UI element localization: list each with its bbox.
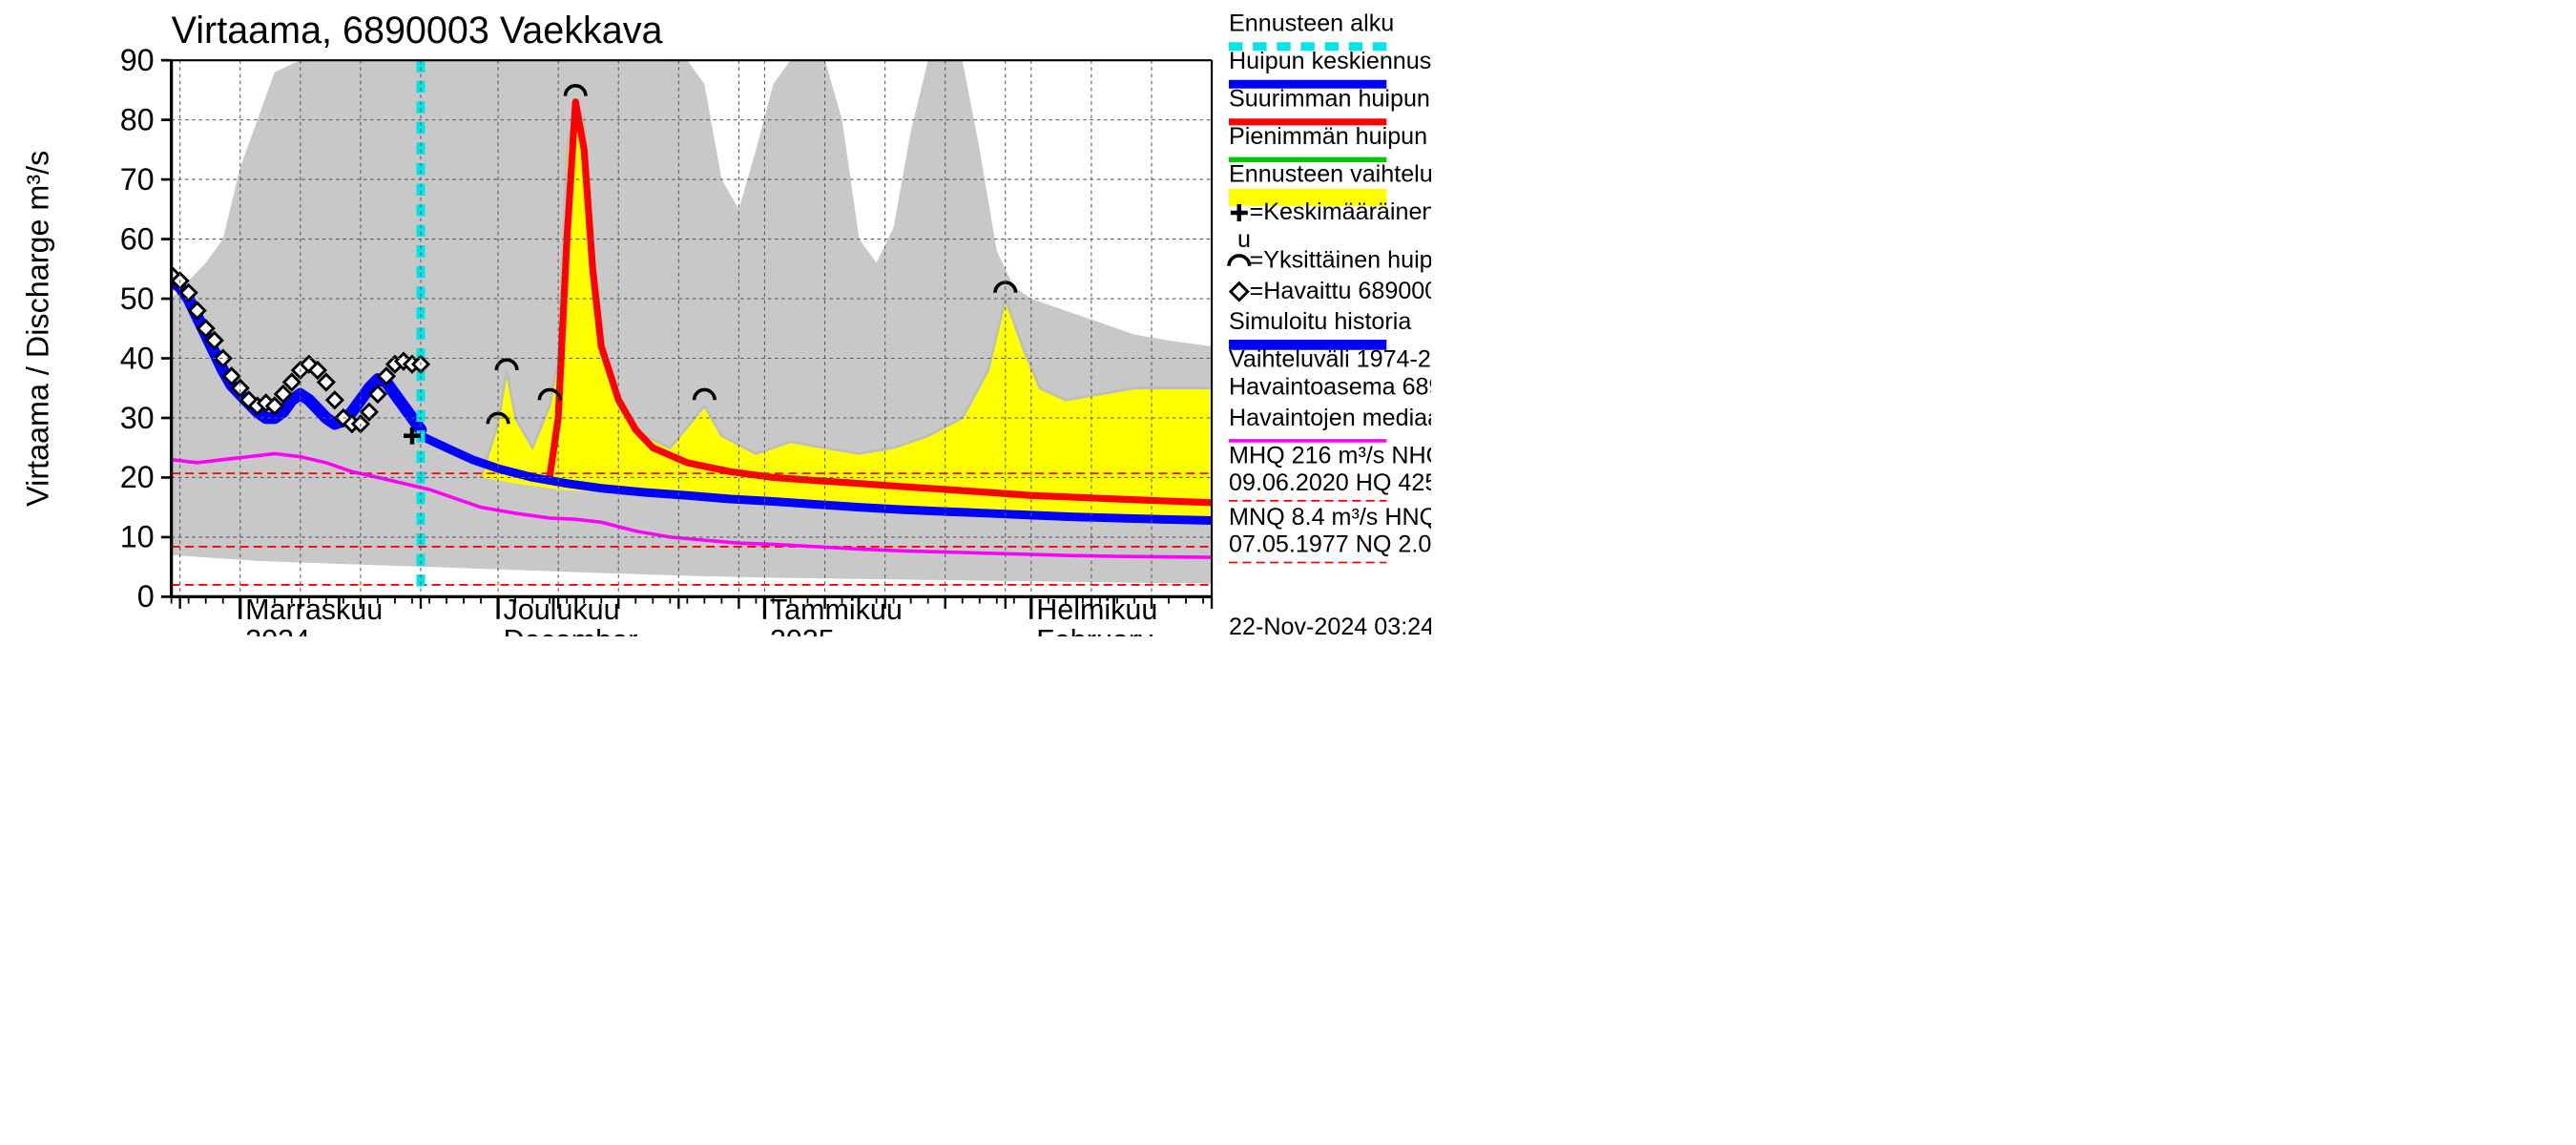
y-tick-label: 60: [120, 221, 155, 256]
chart-title: Virtaama, 6890003 Vaekkava: [172, 10, 663, 52]
svg-text:09.06.2020 HQ 425: 09.06.2020 HQ 425: [1229, 469, 1431, 496]
x-tick-label-bottom: February: [1036, 624, 1153, 636]
y-tick-label: 80: [120, 102, 155, 136]
y-axis-label: Virtaama / Discharge m³/s: [20, 151, 54, 507]
y-tick-label: 20: [120, 460, 155, 494]
y-tick-label: 10: [120, 520, 155, 554]
legend-label: Simuloitu historia: [1229, 308, 1411, 335]
x-tick-label-top: Marraskuu: [245, 593, 383, 626]
y-tick-label: 0: [137, 579, 155, 614]
legend-label: Ennusteen vaihteluväli: [1229, 161, 1431, 188]
legend: Ennusteen alku Huipun keskiennuste Suurimm…: [1229, 10, 1431, 563]
legend-label: Havaintojen mediaani: [1229, 405, 1431, 431]
y-tick-label: 90: [120, 43, 155, 77]
x-tick-label-top: Tammikuu: [770, 593, 903, 626]
x-tick-label-bottom: 2025: [770, 624, 835, 636]
x-tick-label-bottom: 2024: [245, 624, 310, 636]
legend-label: MHQ 216 m³/s NHQ 100: [1229, 442, 1431, 468]
legend-label: Vaihteluväli 1974-2023: [1229, 346, 1431, 373]
x-tick-label-top: Joulukuu: [503, 593, 619, 626]
legend-label: =Havaittu 6890003: [1250, 278, 1431, 304]
y-tick-label: 40: [120, 341, 155, 375]
timestamp-label: 22-Nov-2024 03:24 WSFS-O: [1229, 614, 1431, 636]
legend-label: MNQ 8.4 m³/s HNQ 20.7: [1229, 504, 1431, 531]
svg-text:07.05.1977 NQ 2.0: 07.05.1977 NQ 2.0: [1229, 531, 1431, 558]
legend-label: Pienimmän huipun ennuste: [1229, 123, 1431, 150]
discharge-forecast-chart: 0 10 20 30 40 50 60 70 80 90 Marraskuu2024 Joulukuu…: [0, 0, 1431, 636]
legend-label: =Keskimääräinen huippu: [1250, 198, 1431, 225]
y-tick-label: 50: [120, 281, 155, 316]
y-tick-label: 70: [120, 162, 155, 197]
legend-label: =Yksittäinen huippu: [1250, 247, 1431, 274]
legend-label: Huipun keskiennuste: [1229, 48, 1431, 74]
legend-label: Suurimman huipun ennuste: [1229, 86, 1431, 113]
y-tick-label: 30: [120, 401, 155, 435]
legend-label: Ennusteen alku: [1229, 10, 1394, 37]
x-tick-label-top: Helmikuu: [1036, 593, 1157, 626]
x-tick-label-bottom: December: [503, 624, 637, 636]
svg-text:Havaintoasema 6890003: Havaintoasema 6890003: [1229, 373, 1431, 400]
